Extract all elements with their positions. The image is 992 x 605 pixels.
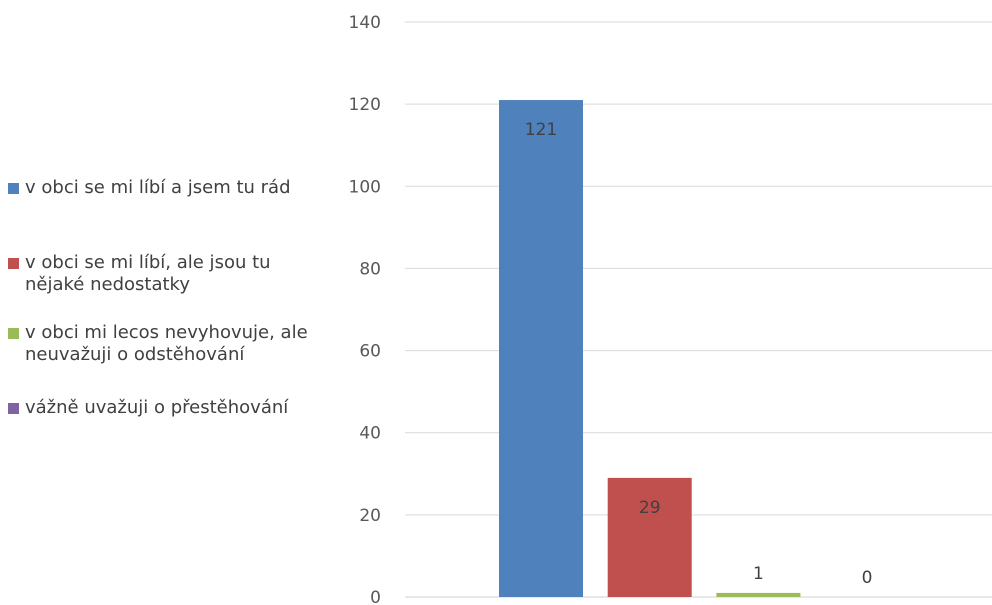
y-tick-label: 60: [359, 342, 381, 362]
bar: [499, 100, 583, 598]
legend-label-2: v obci se mi líbí, ale jsou tu nějaké ne…: [25, 252, 271, 295]
legend-item-2: v obci se mi líbí, ale jsou tu nějaké ne…: [8, 252, 305, 296]
y-tick-label: 100: [349, 177, 381, 197]
legend-label-3: v obci mi lecos nevyhovuje, ale neuvažuj…: [25, 322, 308, 365]
y-tick-label: 80: [359, 259, 381, 279]
y-tick-label: 140: [349, 13, 381, 33]
y-tick-label: 0: [370, 588, 381, 605]
y-tick-label: 20: [359, 506, 381, 526]
data-label: 0: [862, 568, 873, 588]
legend-swatch-1: [8, 183, 19, 194]
data-label: 29: [639, 498, 661, 518]
legend-swatch-3: [8, 328, 19, 339]
y-tick-label: 40: [359, 424, 381, 444]
bar: [716, 592, 801, 597]
legend-swatch-4: [8, 403, 19, 414]
legend-item-3: v obci mi lecos nevyhovuje, ale neuvažuj…: [8, 322, 335, 366]
legend-label-4: vážně uvažuji o přestěhování: [25, 397, 289, 418]
y-tick-label: 120: [349, 95, 381, 115]
legend-label-1: v obci se mi líbí a jsem tu rád: [25, 177, 291, 198]
legend-item-4: vážně uvažuji o přestěhování: [8, 397, 335, 419]
bar: [607, 477, 692, 597]
legend-swatch-2: [8, 258, 19, 269]
legend-item-1: v obci se mi líbí a jsem tu rád: [8, 177, 335, 199]
data-label: 121: [525, 120, 557, 140]
data-label: 1: [753, 564, 764, 584]
